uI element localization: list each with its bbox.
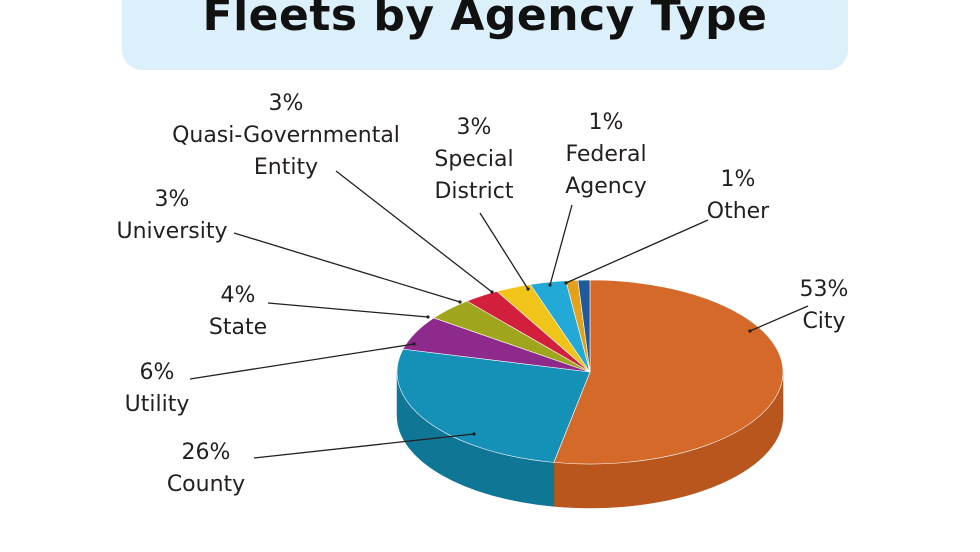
leader-dot-utility xyxy=(412,342,416,346)
slice-category-label: Entity xyxy=(254,155,318,180)
leader-line-other xyxy=(565,219,709,284)
title-banner: Fleets by Agency Type xyxy=(122,0,848,70)
slice-label-university: 3% University xyxy=(117,187,228,244)
slice-label-federal-agency: 1% Federal Agency xyxy=(565,110,647,199)
slice-value-label: 1% xyxy=(589,110,624,135)
slice-category-label: County xyxy=(167,472,245,497)
slice-category-label: University xyxy=(117,219,228,244)
leader-line-utility xyxy=(189,343,415,380)
slice-label-county: 26% County xyxy=(167,440,245,497)
leader-dot-federal-agency xyxy=(548,283,552,287)
slice-category-label: District xyxy=(434,179,513,204)
leader-line-quasi-governmental-entity xyxy=(335,170,493,293)
slice-label-quasi-governmental-entity: 3% Quasi-Governmental Entity xyxy=(172,91,400,180)
slice-category-label: State xyxy=(209,315,267,340)
leader-line-county xyxy=(253,433,475,459)
leader-dot-quasi-governmental-entity xyxy=(490,290,494,294)
slice-value-label: 26% xyxy=(182,440,231,465)
leader-dot-county xyxy=(472,432,476,436)
slice-value-label: 4% xyxy=(221,283,256,308)
pie-slice-county xyxy=(396,348,591,463)
slice-value-label: 3% xyxy=(155,187,190,212)
pie-top-group xyxy=(396,279,784,465)
slice-label-special-district: 3% Special District xyxy=(434,115,514,204)
slice-label-utility: 6% Utility xyxy=(125,360,190,417)
slice-label-city: 53% City xyxy=(800,277,849,334)
slice-category-label: City xyxy=(802,309,845,334)
slice-category-label: Agency xyxy=(565,174,647,199)
leader-line-university xyxy=(233,232,461,303)
slice-category-label: Other xyxy=(707,199,770,224)
leader-line-special-district xyxy=(479,212,529,290)
slice-label-state: 4% State xyxy=(209,283,267,340)
leader-dot-city xyxy=(748,329,752,333)
slice-value-label: 3% xyxy=(457,115,492,140)
leader-line-federal-agency xyxy=(549,204,573,286)
chart-title: Fleets by Agency Type xyxy=(202,0,768,41)
slice-value-label: 53% xyxy=(800,277,849,302)
slice-value-label: 3% xyxy=(269,91,304,116)
pie-slice-other xyxy=(577,279,591,373)
leader-line-state xyxy=(267,302,429,318)
slice-category-label: Utility xyxy=(125,392,190,417)
leader-dot-special-district xyxy=(526,287,530,291)
slice-value-label: 6% xyxy=(140,360,175,385)
leader-dot-other xyxy=(564,281,568,285)
slice-category-label: Special xyxy=(434,147,513,172)
slice-category-label: Federal xyxy=(565,142,646,167)
leader-dot-university xyxy=(458,300,462,304)
slice-label-other: 1% Other xyxy=(707,167,770,224)
leader-dot-state xyxy=(426,315,430,319)
slice-category-label: Quasi-Governmental xyxy=(172,123,400,148)
slice-value-label: 1% xyxy=(721,167,756,192)
leader-line-city xyxy=(749,305,809,332)
pie-slice-city xyxy=(553,279,784,465)
